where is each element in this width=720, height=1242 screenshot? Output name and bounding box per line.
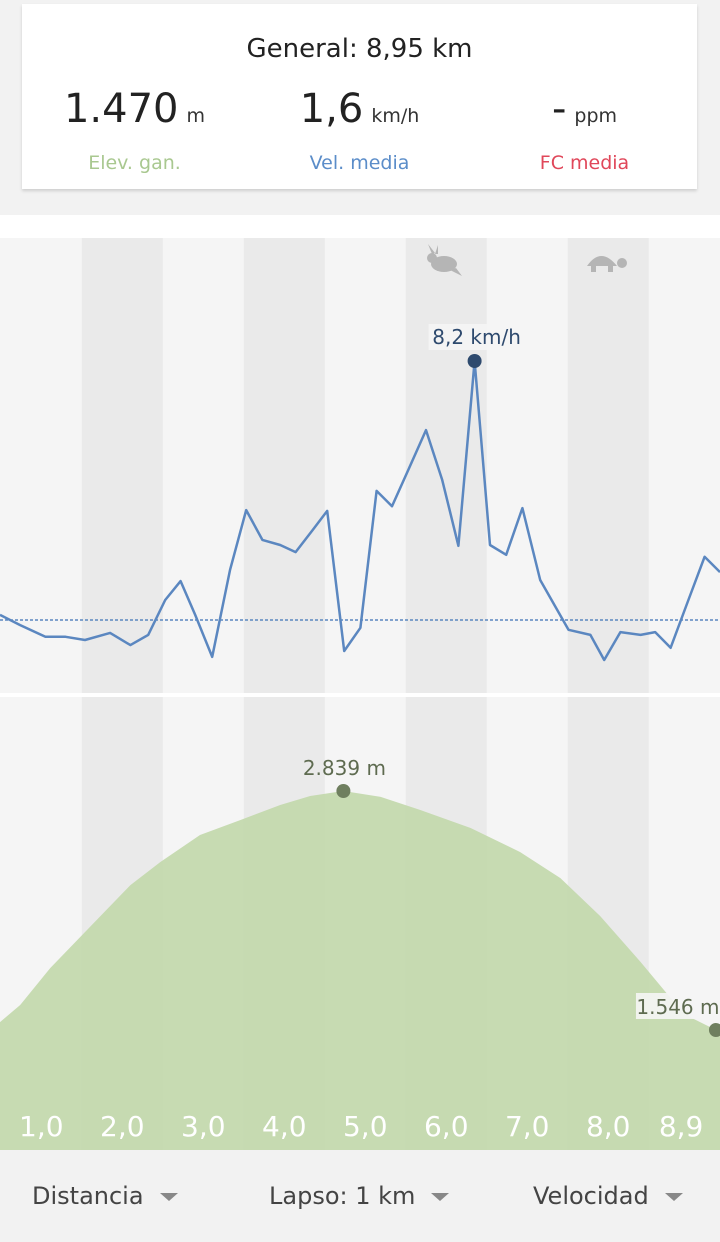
stat-value: 1.470: [63, 86, 179, 132]
stat: 1,6 km/h Vel. media: [247, 86, 472, 174]
stat: - ppm FC media: [472, 86, 697, 174]
x-tick-label: 1,0: [19, 1110, 64, 1143]
x-tick-label: 4,0: [262, 1110, 307, 1143]
stat-label: FC media: [539, 152, 630, 174]
stat-value: 1,6: [299, 86, 364, 132]
turtle-icon: [587, 256, 627, 272]
spacer: [0, 215, 720, 238]
stat-unit: ppm: [574, 105, 618, 127]
speed-line: [0, 359, 720, 662]
elevation-marker: [708, 1023, 720, 1037]
distance-dropdown[interactable]: Distancia: [32, 1182, 178, 1210]
summary-card: General: 8,95 km 1.470 m Elev. gan. 1,6 km/…: [22, 4, 697, 189]
stat: 1.470 m Elev. gan.: [22, 86, 247, 174]
separator: [0, 693, 720, 697]
stat-unit: km/h: [371, 105, 420, 127]
x-tick-label: 5,0: [343, 1110, 388, 1143]
stat-unit: m: [186, 105, 206, 127]
stat-label: Vel. media: [309, 152, 410, 174]
label-bg: [428, 324, 521, 350]
x-tick-label: 6,0: [424, 1110, 469, 1143]
elevation-marker: [336, 784, 351, 798]
peak-marker: [467, 354, 482, 368]
bottom-bar: Distancia Lapso: 1 km Velocidad: [0, 1150, 720, 1242]
summary-title: General: 8,95 km: [246, 34, 473, 64]
elevation-area: [0, 791, 720, 1150]
hare-icon: [427, 244, 462, 276]
metric-dropdown[interactable]: Velocidad: [533, 1182, 683, 1210]
speed-background: [0, 238, 720, 693]
x-tick-label: 7,0: [505, 1110, 550, 1143]
x-tick-label: 8,0: [586, 1110, 631, 1143]
elevation-label: 1.546 m: [636, 995, 719, 1019]
elevation-label: 2.839 m: [303, 756, 386, 780]
stat-value: -: [551, 86, 567, 132]
x-tick-label: 3,0: [181, 1110, 226, 1143]
interval-dropdown[interactable]: Lapso: 1 km: [269, 1182, 449, 1210]
charts: 8,2 km/h 2.839 m 1.546 m 1,0 2,0 3,0 4,0 5,0 6,0…: [0, 238, 720, 1150]
peak-label: 8,2 km/h: [432, 325, 521, 349]
label-bg: [635, 993, 720, 1019]
x-tick-label: 2,0: [100, 1110, 145, 1143]
stat-label: Elev. gan.: [88, 152, 181, 174]
x-tick-label: 8,9: [659, 1110, 704, 1143]
